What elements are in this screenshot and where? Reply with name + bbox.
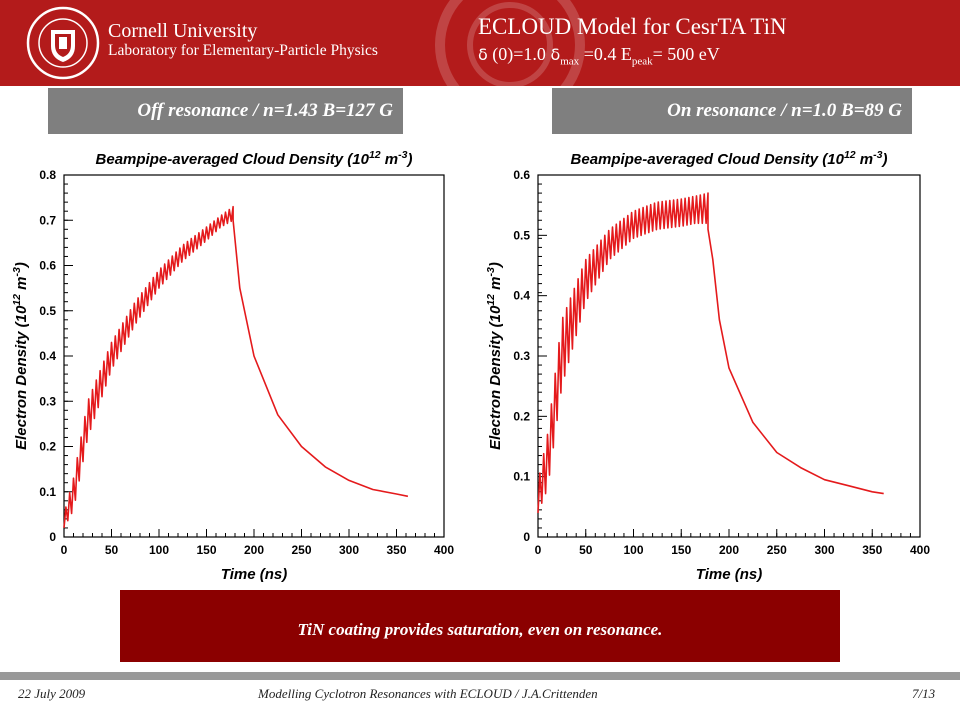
slide-subtitle: δ (0)=1.0 δmax =0.4 Epeak= 500 eV [478, 44, 720, 68]
x-tick-label: 100 [623, 543, 643, 557]
x-axis-label: Time (ns) [696, 566, 762, 583]
right-panel-label: On resonance / n=1.0 B=89 G [552, 88, 912, 134]
chart-title: Beampipe-averaged Cloud Density (1012 m-… [571, 149, 888, 168]
y-tick-label: 0.1 [39, 485, 56, 499]
x-tick-label: 200 [719, 543, 739, 557]
label-segment: ) [405, 151, 412, 168]
header-banner: Cornell University Laboratory for Elemen… [0, 0, 960, 86]
label-segment: -3 [485, 267, 497, 276]
x-tick-label: 250 [291, 543, 311, 557]
university-name: Cornell University [108, 20, 258, 42]
label-segment: Time (ns) [221, 566, 287, 583]
label-segment: 12 [844, 149, 856, 161]
label-segment: m [381, 151, 399, 168]
y-axis-label: Electron Density (1012 m-3) [485, 262, 504, 450]
delta-symbol: δ [478, 45, 488, 64]
label-segment: m [487, 276, 504, 294]
left-panel-label: Off resonance / n=1.43 B=127 G [48, 88, 403, 134]
y-tick-label: 0.3 [513, 349, 530, 363]
label-segment: ) [13, 262, 30, 269]
laboratory-name: Laboratory for Elementary-Particle Physi… [108, 42, 378, 59]
cornell-seal-logo [26, 6, 100, 80]
label-segment: 12 [369, 149, 381, 161]
label-segment: Beampipe-averaged Cloud Density (10 [571, 151, 845, 168]
subtitle-part1: (0)=1.0 [487, 44, 551, 64]
label-segment: Electron Density (10 [487, 305, 504, 450]
subscript-peak: peak [631, 55, 653, 68]
footer-page-number: 7/13 [912, 686, 936, 701]
label-segment: Beampipe-averaged Cloud Density (10 [96, 151, 370, 168]
density-curve [63, 205, 409, 528]
y-tick-label: 0.6 [39, 259, 56, 273]
y-tick-label: 0.7 [39, 213, 56, 227]
y-axis-label: Electron Density (1012 m-3) [11, 262, 30, 450]
footer-center-text: Modelling Cyclotron Resonances with ECLO… [258, 686, 598, 701]
chart-title: Beampipe-averaged Cloud Density (1012 m-… [96, 149, 413, 168]
y-tick-label: 0 [49, 530, 56, 544]
subtitle-part2: =0.4 E [579, 44, 632, 64]
footer-divider [0, 672, 960, 680]
x-tick-label: 50 [105, 543, 119, 557]
x-tick-label: 150 [196, 543, 216, 557]
label-segment: ) [487, 262, 504, 269]
conclusion-banner: TiN coating provides saturation, even on… [120, 590, 840, 662]
footer-date: 22 July 2009 [18, 686, 86, 701]
y-tick-label: 0.3 [39, 394, 56, 408]
label-segment: -3 [398, 149, 407, 161]
x-tick-label: 0 [61, 543, 68, 557]
y-tick-label: 0.5 [513, 228, 530, 242]
x-tick-label: 300 [339, 543, 359, 557]
x-tick-label: 400 [910, 543, 930, 557]
x-tick-label: 350 [386, 543, 406, 557]
label-segment: ) [880, 151, 887, 168]
label-segment: -3 [873, 149, 882, 161]
label-segment: -3 [11, 267, 23, 276]
plot-frame [537, 174, 921, 538]
seal-watermark-art [435, 0, 585, 86]
y-tick-label: 0.4 [513, 289, 530, 303]
label-segment: Time (ns) [696, 566, 762, 583]
x-axis-label: Time (ns) [221, 566, 287, 583]
y-tick-label: 0.5 [39, 304, 56, 318]
y-tick-label: 0.1 [513, 470, 530, 484]
label-segment: 12 [11, 294, 23, 306]
y-tick-label: 0.4 [39, 349, 56, 363]
slide-title: ECLOUD Model for CesrTA TiN [478, 14, 787, 39]
y-tick-label: 0 [523, 530, 530, 544]
subscript-max: max [560, 55, 580, 68]
x-tick-label: 200 [244, 543, 264, 557]
x-tick-label: 150 [671, 543, 691, 557]
delta-symbol: δ [550, 45, 561, 64]
label-segment: m [856, 151, 874, 168]
y-tick-label: 0.8 [39, 168, 56, 182]
right-density-chart: Beampipe-averaged Cloud Density (1012 m-… [485, 149, 930, 583]
y-tick-label: 0.2 [39, 440, 56, 454]
subtitle-part3: = 500 eV [652, 44, 720, 64]
label-segment: m [13, 276, 30, 294]
y-tick-label: 0.2 [513, 409, 530, 423]
x-tick-label: 50 [579, 543, 593, 557]
x-tick-label: 300 [814, 543, 834, 557]
x-tick-label: 350 [862, 543, 882, 557]
left-density-chart: Beampipe-averaged Cloud Density (1012 m-… [11, 149, 454, 583]
y-tick-label: 0.6 [513, 168, 530, 182]
label-segment: Electron Density (10 [13, 305, 30, 450]
density-curve [537, 192, 884, 513]
x-tick-label: 100 [149, 543, 169, 557]
label-segment: 12 [485, 294, 497, 306]
x-tick-label: 0 [535, 543, 542, 557]
x-tick-label: 400 [434, 543, 454, 557]
x-tick-label: 250 [767, 543, 787, 557]
